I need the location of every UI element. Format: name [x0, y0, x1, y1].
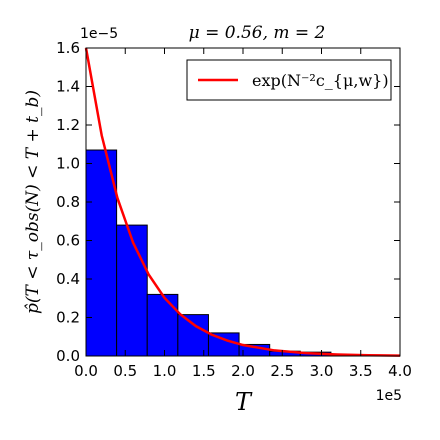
y-tick-label: 1.0: [56, 155, 80, 173]
chart-title: μ = 0.56, m = 2: [189, 23, 326, 43]
y-axis-label: p̂(T < τ_obs(N) < T + t_b): [23, 90, 43, 314]
histogram-bar: [177, 314, 209, 357]
x-tick-label: 1.5: [192, 362, 216, 380]
y-tick-label: 1.4: [56, 78, 80, 96]
histogram-bar: [116, 224, 148, 357]
y-tick-label: 1.6: [56, 39, 80, 57]
x-tick-label: 0.5: [113, 362, 137, 380]
x-tick-label: 1.0: [153, 362, 177, 380]
y-tick-label: 0.0: [56, 347, 80, 365]
tick-labels: 0.0 0.5 1.0 1.5 2.0 2.5 3.0 3.5 4.0 0.0 0.2 0.4 0.6 0…: [56, 39, 412, 380]
x-tick-label: 3.0: [310, 362, 334, 380]
x-tick-label: 3.5: [349, 362, 373, 380]
y-tick-label: 1.2: [56, 116, 80, 134]
x-tick-label: 2.0: [231, 362, 255, 380]
histogram-bars: [85, 149, 393, 357]
legend: exp(N⁻²c_{μ,w}): [186, 59, 392, 101]
y-exponent-label: 1e−5: [80, 26, 118, 42]
x-axis-label: T: [235, 388, 253, 416]
y-tick-label: 0.6: [56, 232, 80, 250]
x-tick-label: 4.0: [388, 362, 412, 380]
histogram-bar: [146, 293, 179, 357]
y-tick-label: 0.4: [56, 270, 80, 288]
x-tick-label: 2.5: [270, 362, 294, 380]
histogram-bar: [85, 149, 118, 357]
y-tick-label: 0.8: [56, 193, 80, 211]
y-tick-label: 0.2: [56, 309, 80, 327]
x-tick-label: 0.0: [74, 362, 98, 380]
tick-marks: [85, 47, 401, 357]
x-exponent-label: 1e5: [376, 388, 402, 404]
legend-entry-label: exp(N⁻²c_{μ,w}): [252, 71, 389, 90]
